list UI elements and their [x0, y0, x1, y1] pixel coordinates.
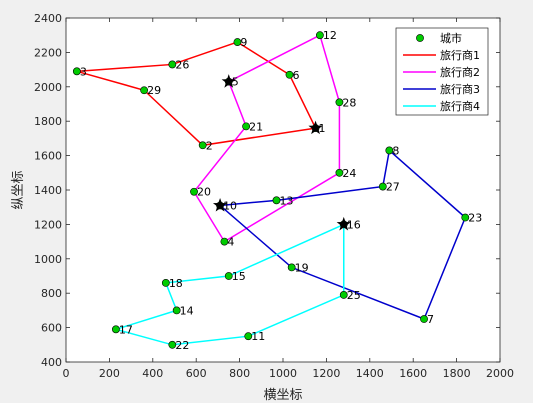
y-tick-label: 400	[41, 356, 62, 369]
legend-label-1: 旅行商1	[440, 48, 480, 62]
city-label-17: 17	[119, 323, 133, 336]
city-label-28: 28	[342, 96, 356, 109]
city-marker-14	[172, 306, 181, 315]
city-label-12: 12	[323, 29, 337, 42]
legend-label-3: 旅行商3	[440, 82, 480, 96]
city-marker-20	[190, 187, 198, 196]
depot-star-2	[308, 120, 323, 135]
city-marker-25	[339, 291, 348, 299]
city-marker-23	[461, 213, 470, 222]
legend-label-2: 旅行商2	[440, 65, 480, 79]
city-marker-8	[385, 146, 394, 155]
city-label-21: 21	[249, 120, 263, 133]
legend-label-4: 旅行商4	[440, 99, 480, 113]
city-label-1: 1	[319, 122, 326, 135]
city-label-4: 4	[227, 236, 234, 249]
city-label-24: 24	[342, 167, 356, 180]
city-label-8: 8	[392, 144, 399, 157]
depot-star-1	[221, 74, 236, 88]
city-marker-28	[335, 98, 344, 107]
x-tick-label: 1800	[443, 367, 471, 380]
city-label-15: 15	[232, 270, 246, 283]
y-tick-label: 1800	[34, 115, 62, 128]
city-label-5: 5	[232, 76, 239, 89]
city-label-19: 19	[295, 261, 309, 274]
x-tick-label: 400	[142, 367, 163, 380]
city-label-9: 9	[240, 36, 247, 49]
city-label-18: 18	[169, 277, 183, 290]
city-label-3: 3	[80, 65, 87, 78]
city-label-22: 22	[175, 339, 189, 352]
y-tick-label: 1600	[34, 150, 62, 163]
city-marker-24	[335, 168, 344, 177]
depot-star-4	[336, 216, 351, 231]
x-axis-title: 横坐标	[263, 388, 302, 403]
x-tick-label: 600	[186, 367, 207, 380]
city-label-26: 26	[175, 58, 189, 71]
city-marker-15	[224, 272, 233, 280]
city-label-7: 7	[427, 313, 434, 326]
legend-label-city: 城市	[440, 31, 462, 45]
city-label-2: 2	[206, 139, 213, 152]
x-tick-label: 800	[229, 367, 250, 380]
city-label-6: 6	[293, 69, 300, 82]
y-tick-label: 800	[41, 287, 62, 300]
city-marker-9	[233, 38, 242, 46]
route-line-1	[76, 41, 317, 147]
city-label-13: 13	[279, 194, 293, 207]
x-tick-label: 1200	[312, 367, 340, 380]
city-marker-22	[168, 340, 177, 349]
city-label-14: 14	[180, 304, 194, 317]
city-label-23: 23	[468, 212, 482, 225]
city-marker-19	[287, 263, 296, 272]
city-label-20: 20	[197, 186, 211, 199]
city-marker-29	[140, 86, 149, 95]
city-marker-11	[244, 332, 253, 341]
city-marker-17	[112, 325, 120, 334]
x-tick-label: 1400	[356, 367, 384, 380]
city-marker-13	[272, 196, 281, 205]
x-tick-label: 2000	[486, 367, 514, 380]
y-tick-label: 600	[41, 322, 62, 335]
city-marker-7	[420, 315, 428, 323]
x-tick-label: 1600	[399, 367, 427, 380]
city-label-27: 27	[386, 181, 400, 194]
y-axis-title: 纵坐标	[11, 170, 26, 209]
y-tick-label: 1000	[34, 253, 62, 266]
city-marker-3	[72, 67, 81, 76]
route-line-3	[219, 148, 467, 320]
city-marker-6	[285, 70, 294, 79]
x-tick-label: 0	[63, 367, 70, 380]
city-marker-27	[378, 182, 387, 191]
city-label-11: 11	[251, 330, 265, 343]
city-marker-2	[198, 141, 207, 150]
y-tick-label: 1200	[34, 218, 62, 231]
city-label-25: 25	[347, 289, 361, 302]
y-tick-label: 2200	[34, 46, 62, 59]
x-tick-label: 200	[99, 367, 120, 380]
route-line-2	[193, 34, 341, 243]
y-tick-label: 1400	[34, 184, 62, 197]
city-marker-21	[242, 122, 251, 131]
city-marker-12	[315, 31, 324, 40]
city-marker-4	[220, 237, 229, 246]
y-tick-label: 2000	[34, 81, 62, 94]
city-label-10: 10	[223, 199, 237, 212]
city-label-29: 29	[147, 84, 161, 97]
legend-city-marker	[416, 34, 424, 42]
depot-star-3	[212, 197, 228, 212]
city-marker-26	[168, 60, 177, 69]
city-label-16: 16	[347, 218, 361, 231]
city-marker-18	[161, 278, 170, 287]
x-tick-label: 1000	[269, 367, 297, 380]
y-tick-label: 2400	[34, 12, 62, 25]
